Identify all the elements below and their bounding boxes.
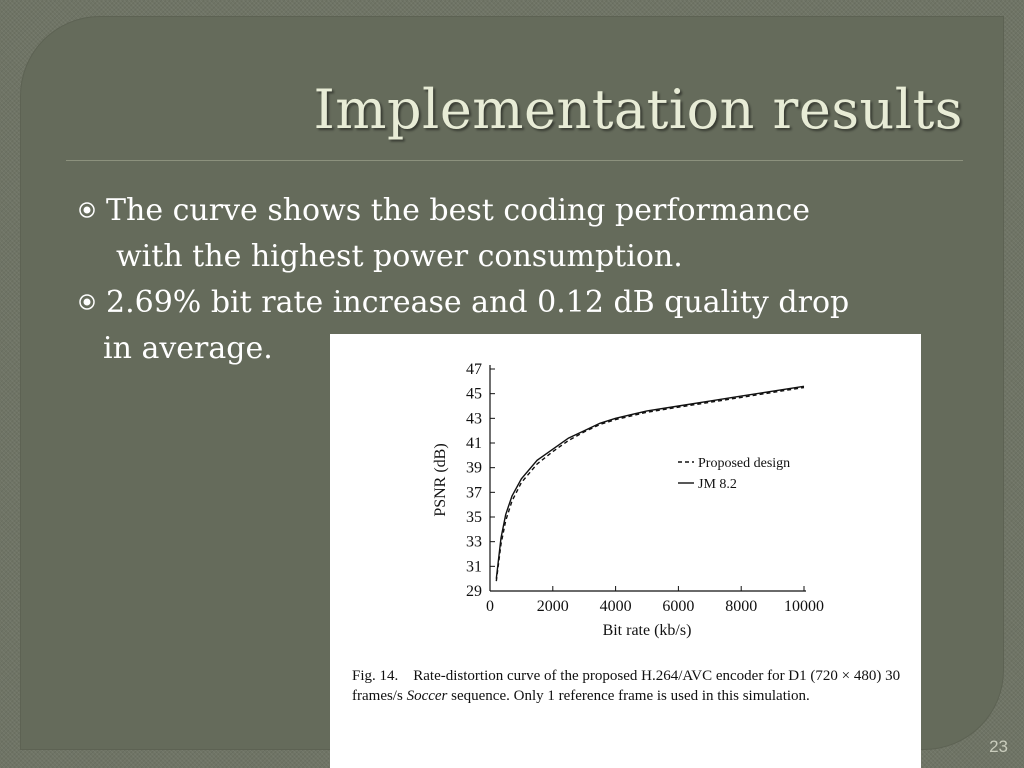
legend-label: Proposed design bbox=[698, 456, 790, 471]
bullet-list: The curve shows the best coding performa… bbox=[76, 188, 1006, 372]
figure-caption: Fig. 14. Rate-distortion curve of the pr… bbox=[352, 666, 912, 706]
y-tick-label: 35 bbox=[466, 509, 482, 526]
bullet-line: 2.69% bit rate increase and 0.12 dB qual… bbox=[106, 285, 850, 320]
y-tick-label: 45 bbox=[466, 386, 482, 403]
rd-chart: 29 31 33 35 37 39 41 43 45 47 0 2000 4000 6000 8000 100… bbox=[432, 361, 824, 639]
y-tick-label: 47 bbox=[466, 361, 482, 378]
slide-title: Implementation results bbox=[313, 78, 963, 141]
y-axis-label: PSNR (dB) bbox=[432, 443, 449, 516]
x-tick-label: 6000 bbox=[662, 598, 694, 615]
x-tick-label: 2000 bbox=[537, 598, 569, 615]
circle-bullet-icon bbox=[79, 294, 95, 310]
bullet-item: The curve shows the best coding performa… bbox=[76, 188, 1006, 280]
y-tick-label: 37 bbox=[466, 484, 482, 501]
x-tick-label: 8000 bbox=[725, 598, 757, 615]
page-number: 23 bbox=[989, 737, 1008, 756]
x-tick-label: 0 bbox=[486, 598, 494, 615]
figure-panel: 29 31 33 35 37 39 41 43 45 47 0 2000 4000 6000 8000 100… bbox=[330, 334, 921, 768]
y-tick-label: 43 bbox=[466, 410, 482, 427]
caption-sequence-name: Soccer bbox=[406, 688, 448, 704]
bullet-line: with the highest power consumption. bbox=[116, 239, 683, 274]
legend-label: JM 8.2 bbox=[698, 477, 737, 492]
bullet-line: in average. bbox=[103, 331, 273, 366]
bullet-item: 2.69% bit rate increase and 0.12 dB qual… bbox=[76, 280, 1006, 372]
x-axis-label: Bit rate (kb/s) bbox=[603, 622, 692, 639]
series-line-2 bbox=[495, 385, 805, 579]
caption-text: Fig. 14. Rate-distortion curve of the pr… bbox=[352, 668, 901, 704]
y-tick-label: 41 bbox=[466, 435, 482, 452]
bullet-line: The curve shows the best coding performa… bbox=[106, 193, 811, 228]
y-tick-label: 29 bbox=[466, 583, 482, 600]
x-tick-label: 10000 bbox=[784, 598, 824, 615]
caption-text: sequence. Only 1 reference frame is used… bbox=[447, 688, 810, 704]
series-line-1 bbox=[495, 386, 805, 582]
y-tick-label: 31 bbox=[466, 558, 482, 575]
title-divider bbox=[66, 160, 963, 161]
x-tick-label: 4000 bbox=[600, 598, 632, 615]
circle-bullet-icon bbox=[79, 202, 95, 218]
y-tick-label: 39 bbox=[466, 460, 482, 477]
y-tick-label: 33 bbox=[466, 534, 482, 551]
